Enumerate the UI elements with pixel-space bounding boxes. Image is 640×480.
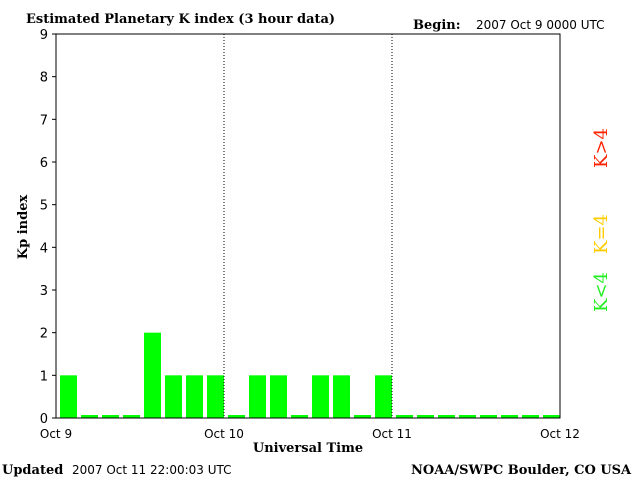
chart-title: Estimated Planetary K index (3 hour data… [26,12,335,27]
kp-bar [438,415,455,418]
kp-bar [522,415,539,418]
y-tick-label: 8 [40,71,48,86]
kp-bar [249,375,266,418]
x-axis-label: Universal Time [253,441,363,456]
plot-area: 0 1 2 3 4 5 6 7 8 9 Oct 9 Oct 10 Oct 11 Oct 12 [40,28,580,441]
kp-bar [270,375,287,418]
y-tick-label: 1 [40,369,48,384]
legend-item-label: K>4 [591,128,612,168]
kp-bar [102,415,119,418]
y-tick-label: 7 [40,113,48,128]
y-tick-label: 6 [40,156,48,171]
kp-bar [165,375,182,418]
kp-bar [501,415,518,418]
kp-bar [396,415,413,418]
begin-value: 2007 Oct 9 0000 UTC [476,18,605,32]
legend-item-label: K=4 [591,214,612,254]
kp-bar [417,415,434,418]
kp-bar [144,332,161,418]
y-tick-label: 9 [40,28,48,43]
kp-bar [480,415,497,418]
kp-bar [543,415,560,418]
begin-label: Begin: [413,18,461,33]
plot-frame [55,33,561,419]
source-credit: NOAA/SWPC Boulder, CO USA [411,463,632,478]
y-tick-label: 0 [40,412,48,427]
updated-value: 2007 Oct 11 22:00:03 UTC [72,463,232,477]
x-tick-label: Oct 10 [204,427,244,441]
kp-bar [459,415,476,418]
kp-bar [81,415,98,418]
y-tick-label: 4 [40,241,48,256]
kp-bar [60,375,77,418]
y-tick-label: 2 [40,327,48,342]
legend-item-label: K<4 [591,272,612,312]
legend: K>4 K=4 K<4 [591,128,612,312]
y-axis-label: Kp index [16,195,31,260]
kp-bar [375,375,392,418]
kp-bar [228,415,245,418]
updated-label: Updated [2,463,63,478]
kp-bar [291,415,308,418]
kp-bar [123,415,140,418]
kp-bar [354,415,371,418]
kp-bar [333,375,350,418]
y-tick-label: 5 [40,199,48,214]
y-tick-label: 3 [40,284,48,299]
x-tick-label: Oct 9 [40,427,72,441]
x-tick-label: Oct 12 [540,427,580,441]
kp-bar [207,375,224,418]
kp-bar [312,375,329,418]
x-tick-label: Oct 11 [372,427,412,441]
kp-bar [186,375,203,418]
